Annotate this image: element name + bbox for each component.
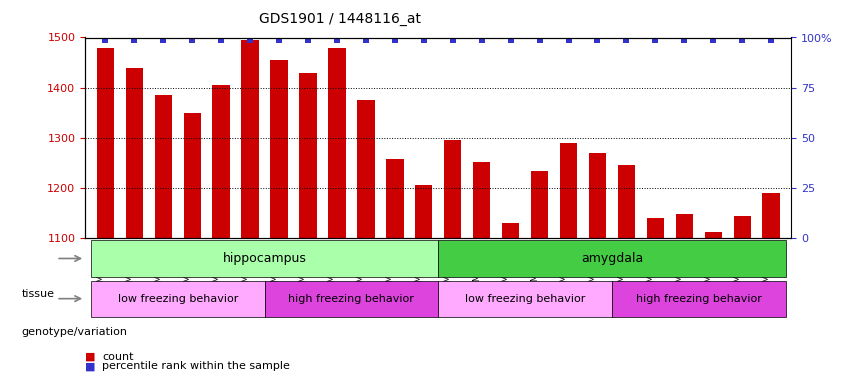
FancyBboxPatch shape [438,280,612,317]
Bar [589,153,606,238]
Bar [705,232,722,238]
Text: genotype/variation: genotype/variation [21,327,128,337]
Bar [271,60,288,238]
Text: low freezing behavior: low freezing behavior [117,294,238,304]
Bar [676,214,693,238]
Bar [734,216,751,238]
Bar [560,143,577,238]
FancyBboxPatch shape [91,280,265,317]
Bar [97,48,114,238]
Bar [155,95,172,238]
Bar [473,162,490,238]
Text: ■: ■ [85,361,95,371]
Bar [502,224,519,238]
Text: amygdala: amygdala [581,252,643,265]
FancyBboxPatch shape [612,280,785,317]
Bar [300,73,317,238]
Bar [618,165,635,238]
Text: percentile rank within the sample: percentile rank within the sample [102,361,290,371]
Bar [242,40,259,238]
Bar [328,48,346,238]
Bar [213,85,230,238]
Bar [126,68,143,238]
Text: count: count [102,352,134,362]
Text: GDS1901 / 1448116_at: GDS1901 / 1448116_at [260,12,421,26]
Bar [531,171,548,238]
Bar [647,218,664,238]
FancyBboxPatch shape [91,240,438,276]
Text: tissue: tissue [21,290,54,299]
FancyBboxPatch shape [265,280,438,317]
Bar [762,193,780,238]
Bar [415,184,432,238]
Bar [184,113,201,238]
Bar [444,141,461,238]
Text: ■: ■ [85,352,95,362]
Bar [386,159,403,238]
Text: high freezing behavior: high freezing behavior [636,294,762,304]
Text: hippocampus: hippocampus [223,252,306,265]
Text: low freezing behavior: low freezing behavior [465,294,585,304]
FancyBboxPatch shape [438,240,785,276]
Text: high freezing behavior: high freezing behavior [288,294,414,304]
Bar [357,100,374,238]
